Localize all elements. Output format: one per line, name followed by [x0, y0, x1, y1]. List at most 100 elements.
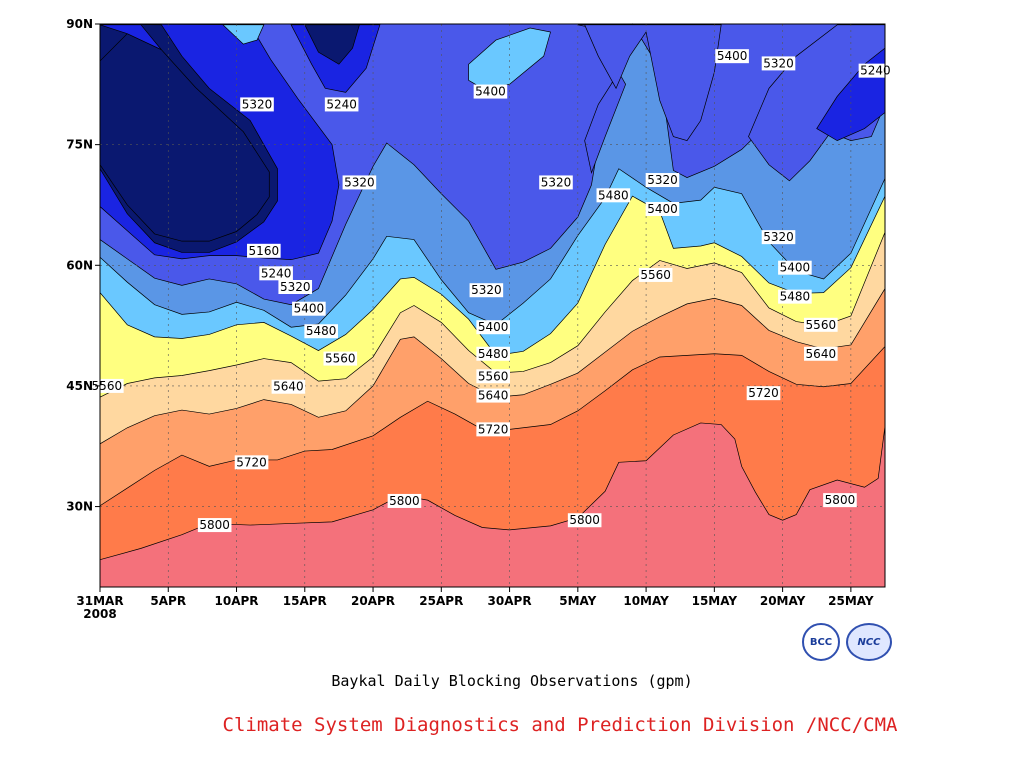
contour-label-text: 5480 [598, 188, 629, 202]
contour-label-text: 5560 [478, 369, 509, 383]
x-tick-label: 25MAY [828, 594, 874, 608]
contour-label-box [271, 379, 306, 394]
contour-label-box [804, 346, 838, 361]
x-tick-label: 20MAY [760, 594, 806, 608]
contour-label: 5320 [469, 283, 504, 298]
contour-label: 5320 [539, 175, 573, 190]
contour-label-box [638, 267, 673, 282]
contour-label-box [473, 84, 508, 99]
contour-label: 5800 [387, 493, 422, 508]
y-tick-label: 45N [66, 379, 93, 393]
contour-label: 5240 [858, 63, 893, 78]
contour-label-text: 5320 [541, 175, 572, 189]
x-tick-label: 10MAY [623, 594, 669, 608]
contour-label-text: 5720 [478, 422, 509, 436]
contour-label: 5720 [476, 422, 510, 437]
contour-label: 5560 [804, 317, 838, 332]
contour-label-box [90, 378, 124, 393]
x-tick-label: 31MAR [76, 594, 123, 608]
contour-island-0 [468, 27, 551, 89]
contour-label-text: 5480 [780, 290, 811, 304]
contour-label-text: 5640 [806, 347, 837, 361]
contour-label-box [539, 175, 573, 190]
contour-label-box [476, 388, 510, 403]
contour-label-box [323, 351, 358, 366]
ncc-logo: NCC [846, 623, 892, 661]
contour-label-text: 5720 [236, 455, 267, 469]
contour-label-text: 5320 [647, 173, 678, 187]
x-tick-label: 5MAY [559, 594, 596, 608]
contour-label-text: 5560 [92, 379, 123, 393]
bcc-logo: BCC [802, 623, 840, 661]
contour-label: 5320 [761, 230, 796, 245]
contour-label-box [197, 518, 232, 533]
contour-label-box [596, 188, 631, 203]
contour-label: 5320 [645, 173, 680, 188]
contour-label-box [715, 49, 749, 64]
contour-label: 5800 [197, 518, 232, 533]
contour-label-box [645, 173, 680, 188]
contour-label-box [761, 56, 796, 71]
x-tick-label: 10APR [215, 594, 259, 608]
contour-label: 5240 [324, 97, 359, 112]
contour-label-text: 5240 [326, 97, 357, 111]
x-tick-label: 15MAY [692, 594, 738, 608]
contour-label-text: 5640 [273, 380, 304, 394]
contour-label: 5800 [823, 493, 857, 508]
contour-label: 5560 [638, 267, 673, 282]
contour-label-text: 5560 [640, 268, 671, 282]
x-tick-label: 15APR [283, 594, 327, 608]
contour-label-box [476, 320, 510, 335]
contour-label-box [778, 289, 812, 304]
contour-label-text: 5400 [475, 85, 506, 99]
contour-label-text: 5560 [806, 318, 837, 332]
contour-label-box [778, 260, 812, 275]
contour-label-box [324, 97, 359, 112]
contour-label: 5400 [715, 49, 749, 64]
grid-lines [100, 24, 885, 587]
contour-label: 5560 [90, 378, 124, 393]
contour-label-box [278, 280, 313, 295]
contour-label-text: 5400 [647, 202, 678, 216]
contour-label-box [342, 175, 377, 190]
contour-label-text: 5400 [294, 302, 325, 316]
contour-label-text: 5400 [780, 261, 811, 275]
contour-label-box [746, 386, 781, 401]
contour-label: 5720 [746, 386, 781, 401]
contour-label-text: 5320 [280, 280, 311, 294]
contour-label: 5720 [234, 455, 269, 470]
x-start-year-label: 2008 [83, 607, 116, 621]
axis-ticks: 31MAR 5APR 10APR 15APR 20APR 25APR 30APR 5MAY 10… [66, 17, 874, 621]
contour-label-box [645, 201, 680, 216]
plot-frame [99, 23, 886, 588]
contour-label-box [259, 266, 293, 281]
contour-label: 5320 [761, 56, 796, 71]
contour-label-text: 5800 [389, 494, 420, 508]
y-tick-label: 75N [66, 138, 93, 152]
y-tick-label: 90N [66, 17, 93, 31]
x-tick-label: 30APR [488, 594, 532, 608]
contour-label: 5480 [304, 324, 338, 339]
chart-title: Baykal Daily Blocking Observations (gpm) [331, 672, 693, 690]
contour-label: 5400 [778, 260, 812, 275]
contour-label-text: 5320 [763, 56, 794, 70]
y-tick-label: 30N [66, 500, 93, 514]
contour-label-box [858, 63, 893, 78]
contour-label: 5480 [476, 346, 510, 361]
contour-label-text: 5240 [860, 64, 891, 78]
contour-label: 5400 [645, 201, 680, 216]
contour-label-box [387, 493, 422, 508]
contour-island-3 [304, 24, 360, 65]
contour-label-text: 5320 [471, 283, 502, 297]
contour-label-box [567, 513, 602, 528]
x-tick-label: 5APR [150, 594, 186, 608]
contour-label-box [469, 283, 504, 298]
x-tick-label: 20APR [351, 594, 395, 608]
contour-label-text: 5800 [569, 513, 600, 527]
contour-label: 5400 [292, 301, 326, 316]
footer-credit: Climate System Diagnostics and Predictio… [222, 714, 898, 736]
contour-label: 5640 [476, 388, 510, 403]
contour-label: 5160 [247, 243, 281, 258]
contour-label-box [240, 97, 274, 112]
